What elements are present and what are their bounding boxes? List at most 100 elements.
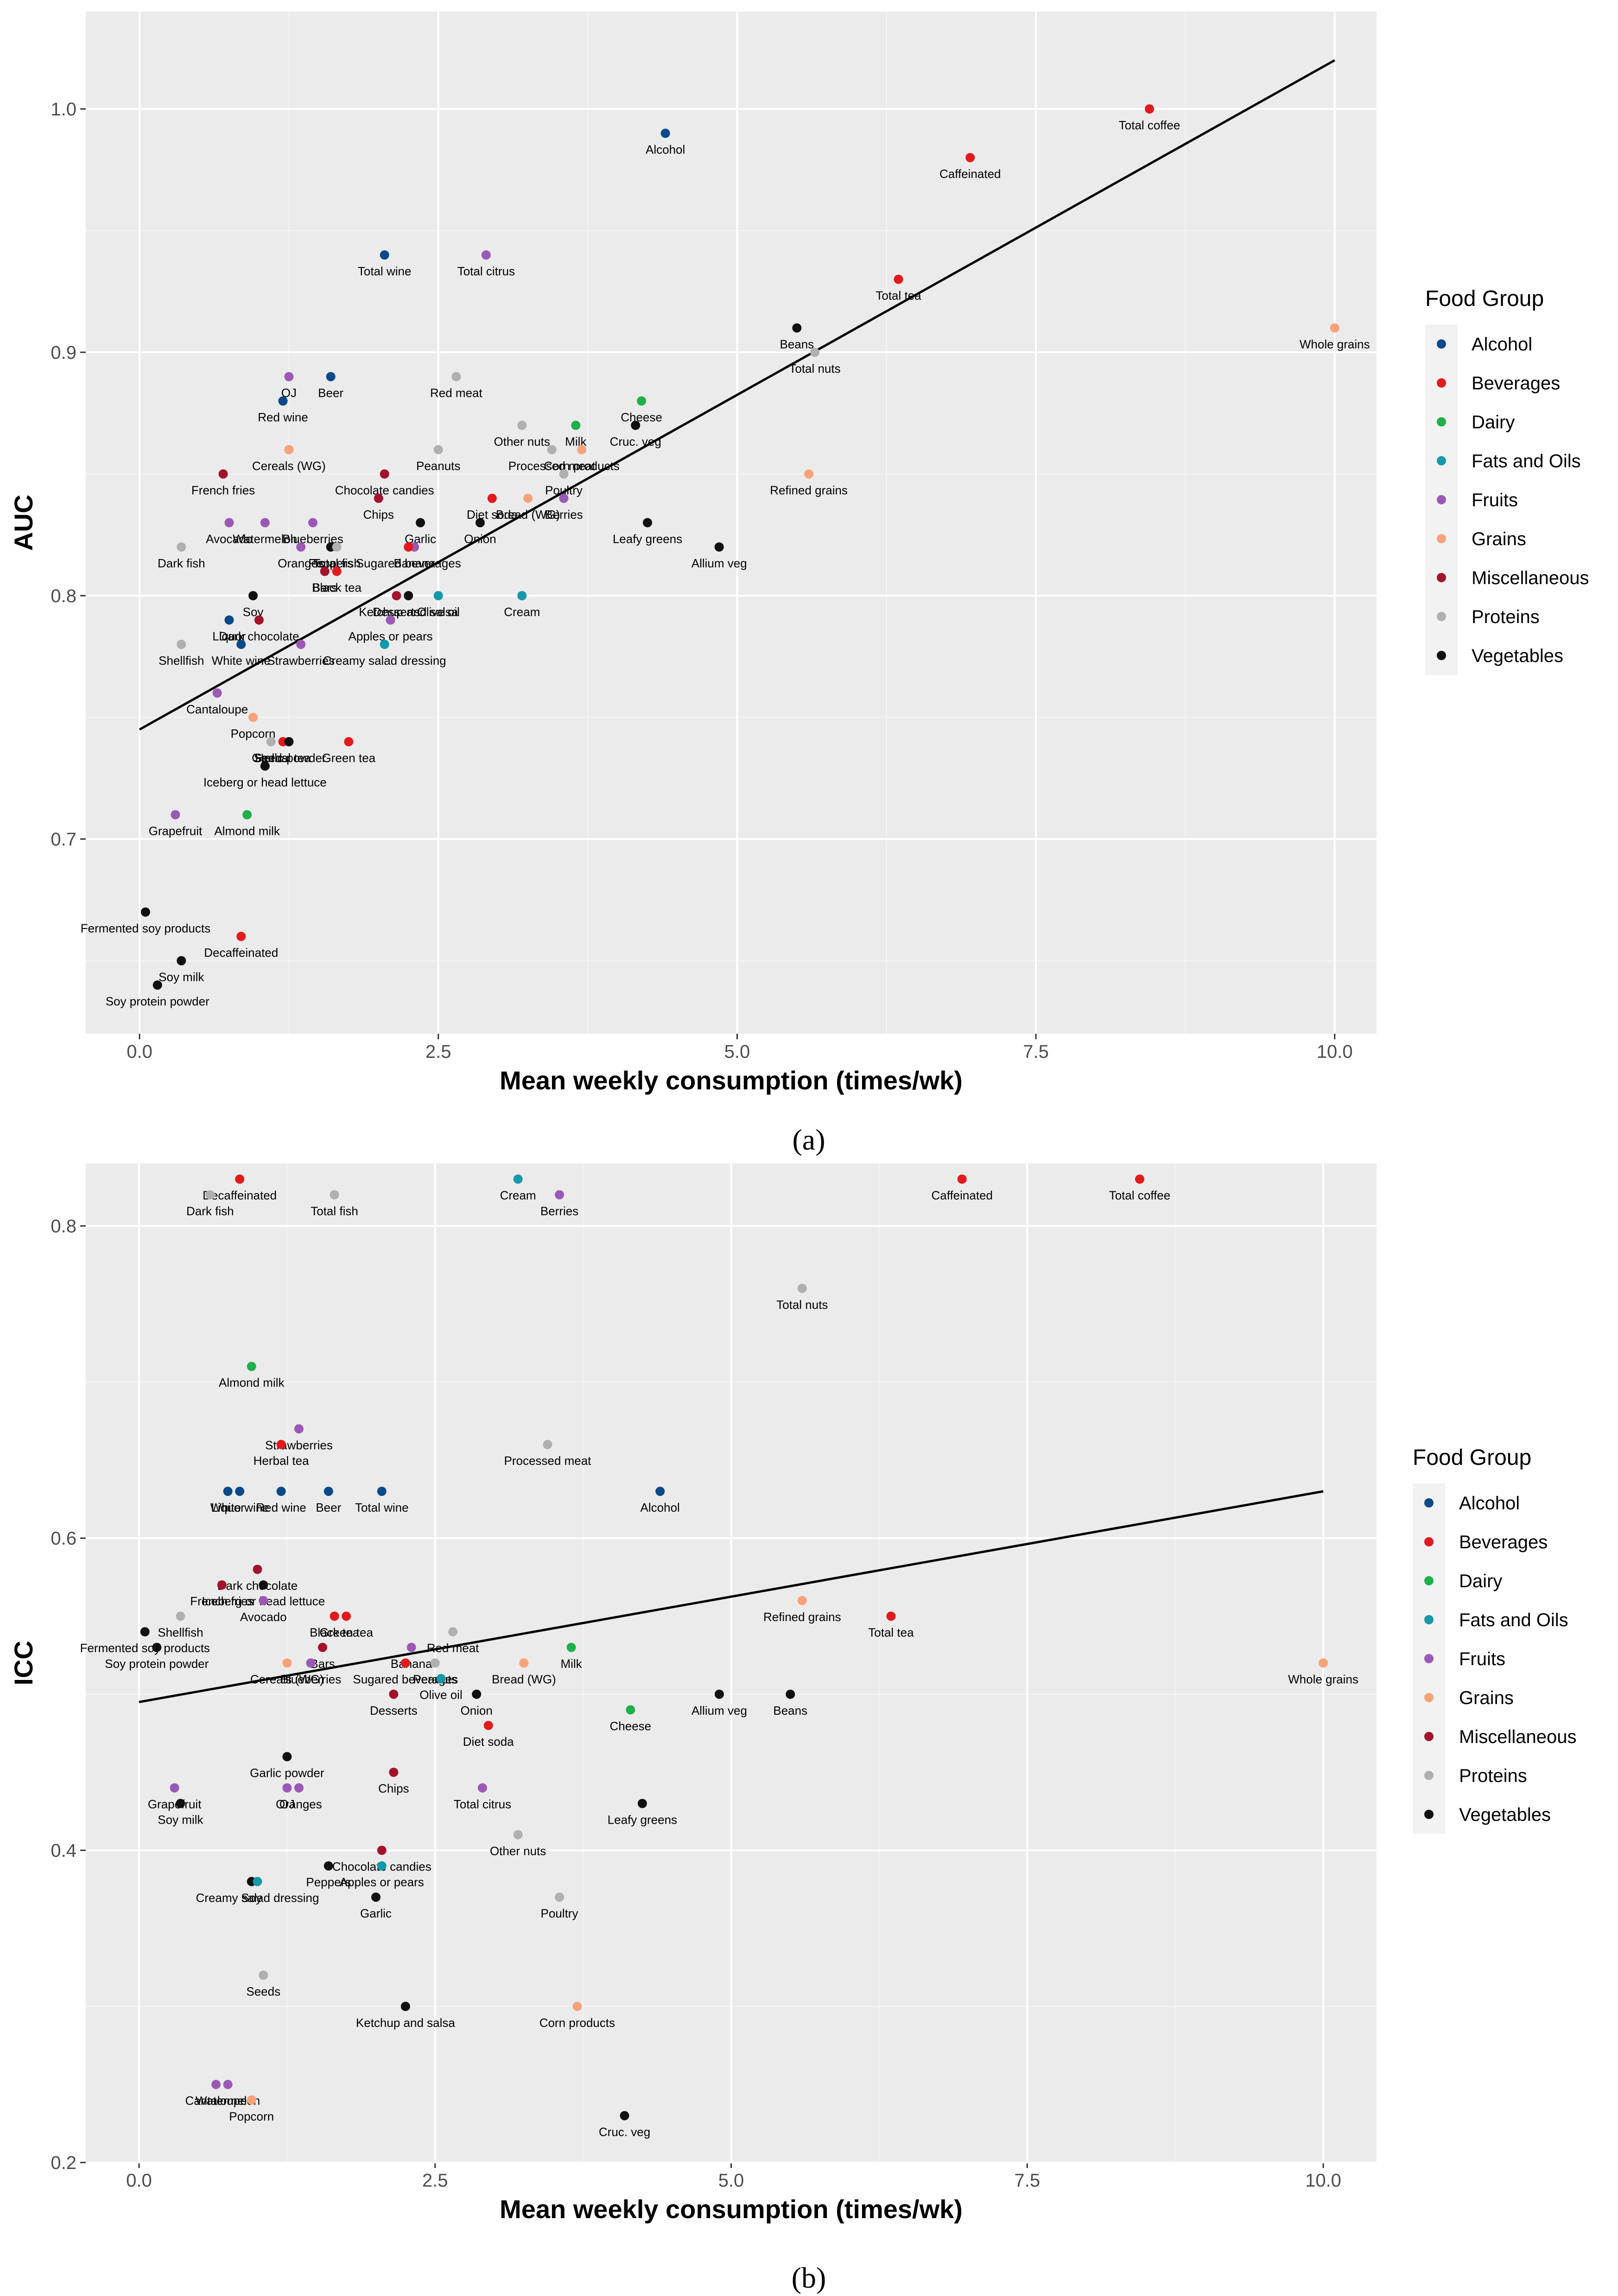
- data-point: [248, 591, 258, 600]
- point-label: Corn products: [544, 459, 620, 473]
- point-label: Bread (WG): [492, 1673, 556, 1686]
- legend-label: Beverages: [1459, 1532, 1548, 1552]
- x-tick-label: 0.0: [127, 1042, 152, 1062]
- data-point: [380, 250, 389, 260]
- data-point: [433, 591, 443, 600]
- point-label: Sugared beverages: [356, 556, 461, 570]
- data-point: [626, 1705, 635, 1715]
- data-point: [433, 445, 443, 454]
- point-label: Peppers: [308, 556, 353, 570]
- legend-swatch: [1437, 495, 1446, 504]
- data-point: [559, 494, 569, 503]
- legend-swatch: [1424, 1576, 1434, 1585]
- point-label: Green tea: [319, 1625, 373, 1639]
- data-point: [404, 591, 413, 600]
- legend-label: Fats and Oils: [1459, 1610, 1568, 1630]
- point-label: Dark chocolate: [217, 1578, 298, 1592]
- data-point: [436, 1674, 446, 1684]
- data-point: [797, 1284, 807, 1293]
- chart-panel-a: 0.0 2.5 5.0 7.5 10.0 0.7 0.8 0.9 1.0 Mean weekly …: [9, 12, 1589, 1156]
- point-label: Avocado: [240, 1610, 287, 1624]
- data-point: [517, 591, 527, 600]
- data-point: [276, 1487, 286, 1496]
- point-label: Milk: [560, 1657, 582, 1671]
- data-point: [294, 1783, 304, 1793]
- data-point: [248, 712, 258, 722]
- point-label: Poultry: [541, 1907, 578, 1921]
- data-point: [324, 1487, 333, 1496]
- data-point: [810, 348, 820, 357]
- point-label: Chips: [378, 1781, 409, 1795]
- data-point: [177, 956, 186, 966]
- data-point: [559, 469, 569, 479]
- point-label: Total coffee: [1119, 118, 1180, 132]
- data-point: [152, 980, 162, 990]
- y-tick-label: 0.8: [51, 1216, 76, 1237]
- data-point: [400, 2002, 410, 2011]
- point-label: Cruc. veg: [610, 435, 661, 449]
- point-label: Cantaloupe: [185, 2094, 247, 2108]
- data-point: [804, 469, 814, 479]
- point-label: Popcorn: [229, 2109, 274, 2123]
- legend-label: Fats and Oils: [1472, 451, 1581, 471]
- data-point: [332, 566, 342, 576]
- point-label: Red wine: [258, 410, 308, 424]
- point-label: French fries: [190, 1594, 254, 1608]
- data-point: [543, 1440, 552, 1450]
- data-point: [577, 445, 587, 454]
- point-label: OJ: [279, 1797, 295, 1811]
- data-point: [377, 1845, 387, 1855]
- point-label: Desserts: [373, 605, 420, 619]
- point-label: Leafy greens: [613, 532, 682, 546]
- x-tick-label: 0.0: [126, 2170, 152, 2191]
- data-point: [171, 810, 180, 820]
- legend-label: Fruits: [1459, 1649, 1505, 1669]
- point-label: Fermented soy products: [81, 922, 210, 935]
- data-point: [487, 494, 497, 503]
- panel-tag: (a): [792, 1123, 825, 1156]
- point-label: Cream: [504, 605, 540, 619]
- data-point: [400, 1658, 410, 1668]
- data-point: [140, 1627, 150, 1637]
- point-label: Cantaloupe: [186, 702, 248, 716]
- point-label: Cheese: [610, 1719, 652, 1733]
- data-point: [555, 1892, 565, 1902]
- point-label: Grapefruit: [148, 1797, 202, 1811]
- point-label: French fries: [191, 483, 255, 497]
- point-label: Refined grains: [770, 483, 848, 497]
- data-point: [374, 494, 383, 503]
- point-label: Chips: [363, 508, 394, 522]
- point-label: Soy milk: [159, 970, 204, 984]
- point-label: Cheese: [621, 410, 662, 424]
- data-point: [448, 1627, 458, 1637]
- point-label: Corn products: [539, 2016, 615, 2029]
- point-label: Bars: [312, 581, 337, 595]
- data-point: [176, 1799, 185, 1808]
- data-point: [140, 907, 150, 917]
- legend-label: Grains: [1472, 529, 1526, 549]
- x-tick-label: 5.0: [718, 2170, 744, 2191]
- point-label: Soy protein powder: [105, 1657, 209, 1671]
- data-point: [637, 396, 647, 406]
- data-point: [276, 1440, 286, 1450]
- data-point: [894, 274, 903, 284]
- data-point: [660, 128, 670, 138]
- point-label: Apples or pears: [349, 630, 433, 643]
- data-point: [223, 2080, 233, 2089]
- data-point: [294, 1424, 304, 1434]
- data-point: [177, 640, 186, 649]
- data-point: [886, 1611, 896, 1621]
- data-point: [957, 1174, 967, 1184]
- legend-swatch: [1424, 1810, 1434, 1819]
- point-label: Peanuts: [416, 459, 460, 473]
- data-point: [404, 542, 413, 552]
- point-label: Strawberries: [267, 654, 335, 668]
- x-axis-title: Mean weekly consumption (times/wk): [500, 2194, 963, 2224]
- trend-line: [139, 1490, 1324, 1704]
- data-point: [296, 640, 306, 649]
- data-point: [253, 1565, 262, 1574]
- plot-background: [86, 12, 1377, 1034]
- point-label: Caffeinated: [939, 167, 1001, 181]
- point-label: Refined grains: [763, 1610, 841, 1624]
